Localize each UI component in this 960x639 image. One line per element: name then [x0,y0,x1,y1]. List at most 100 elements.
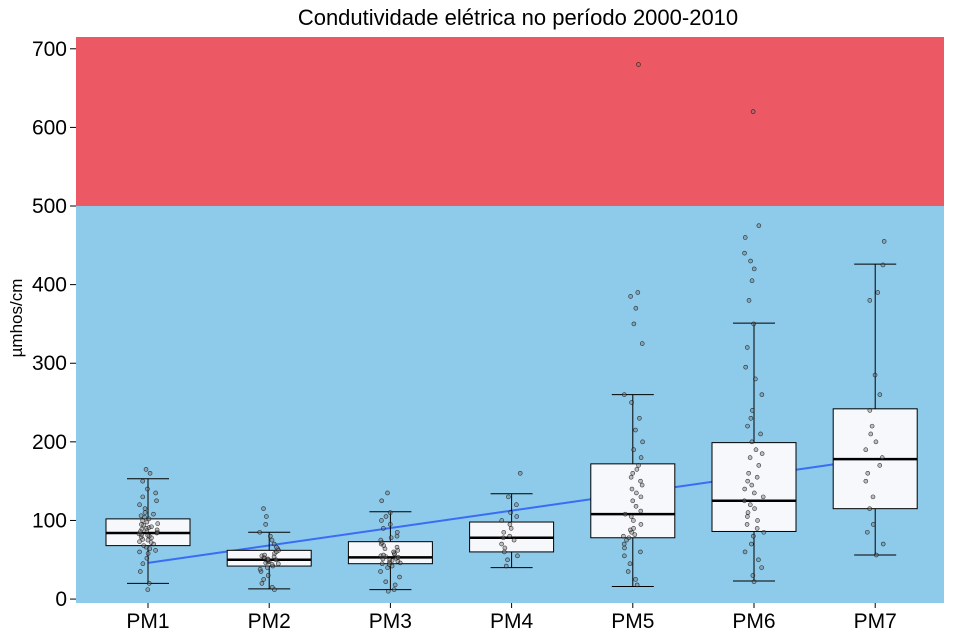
data-point [140,561,146,566]
x-tick-label: PM7 [854,610,897,633]
data-point [868,431,874,437]
y-tick-label: 100 [32,509,67,532]
data-point [867,506,872,511]
data-point [381,526,386,531]
data-point [634,467,640,472]
data-point [638,549,643,555]
data-point [629,486,635,492]
data-point [137,549,142,555]
data-point [155,521,161,526]
data-point [143,467,149,472]
data-point [746,470,751,476]
data-point [142,506,148,511]
data-point [265,556,271,562]
data-point [881,239,887,244]
data-point [742,549,748,555]
box-iqr [711,442,797,532]
data-point [383,514,389,519]
data-point [636,463,641,468]
data-point [631,518,636,523]
plot-bands [76,37,944,603]
data-point [257,529,262,535]
data-point [262,552,267,558]
box-PM1 [105,478,191,584]
data-point [396,555,401,560]
data-point [388,535,394,541]
data-point [744,345,750,350]
data-point [379,561,385,566]
x-tick-label: PM1 [126,610,169,633]
y-tick-label: 0 [55,588,67,611]
data-point [869,423,875,429]
data-point [875,290,881,295]
data-point [154,498,159,504]
data-point [756,223,762,228]
data-point [501,535,506,541]
y-tick-label: 600 [32,116,67,139]
data-point [499,518,505,523]
data-point [503,563,509,569]
data-point [271,541,277,547]
data-point [746,298,752,303]
x-tick-label: PM3 [369,610,412,633]
data-point [138,569,143,574]
data-point [378,553,384,559]
data-point [742,250,747,256]
data-point [749,482,755,488]
data-point [140,478,146,484]
data-point [257,566,263,572]
data-point [638,508,644,514]
data-point [633,305,639,311]
data-point [508,510,513,515]
data-point [756,557,761,563]
data-point [880,541,886,547]
data-point [867,298,873,303]
data-point [879,455,885,460]
data-point [378,537,384,543]
data-point [140,537,146,542]
data-point [274,544,279,550]
data-point [507,522,513,527]
data-point [511,537,517,543]
y-axis: 0 100 200 300 400 500 600 700 [32,38,76,611]
data-point [621,533,626,539]
data-point [748,415,754,421]
data-point [751,321,756,327]
data-point [515,553,520,559]
box-PM3 [347,511,433,591]
data-point [759,565,764,570]
data-point [153,548,158,553]
data-point [383,579,389,585]
x-tick-label: PM4 [490,610,534,633]
data-point [147,470,153,476]
data-point [145,551,151,556]
data-point [747,455,753,460]
x-tick-label: PM2 [248,610,291,633]
data-point [635,290,641,295]
data-point [394,544,400,550]
data-point [506,494,511,500]
data-point [750,573,756,578]
data-point [269,562,275,567]
data-point [758,431,763,437]
y-tick-label: 300 [32,352,67,375]
data-point [265,573,271,578]
data-point [639,482,645,488]
data-point [144,555,150,561]
data-point [385,588,391,594]
data-point [877,463,883,468]
data-point [633,577,638,582]
chart-title: Condutividade elétrica no período 2000-2… [298,5,738,30]
data-point [141,543,146,548]
data-point [632,532,638,537]
data-point [153,490,158,496]
data-point [622,511,628,517]
data-point [755,518,760,523]
data-point [378,569,383,574]
data-point [379,540,385,545]
data-point [754,526,760,531]
data-point [877,392,883,397]
data-point [144,519,150,525]
data-point [761,529,767,535]
data-point [760,494,766,500]
